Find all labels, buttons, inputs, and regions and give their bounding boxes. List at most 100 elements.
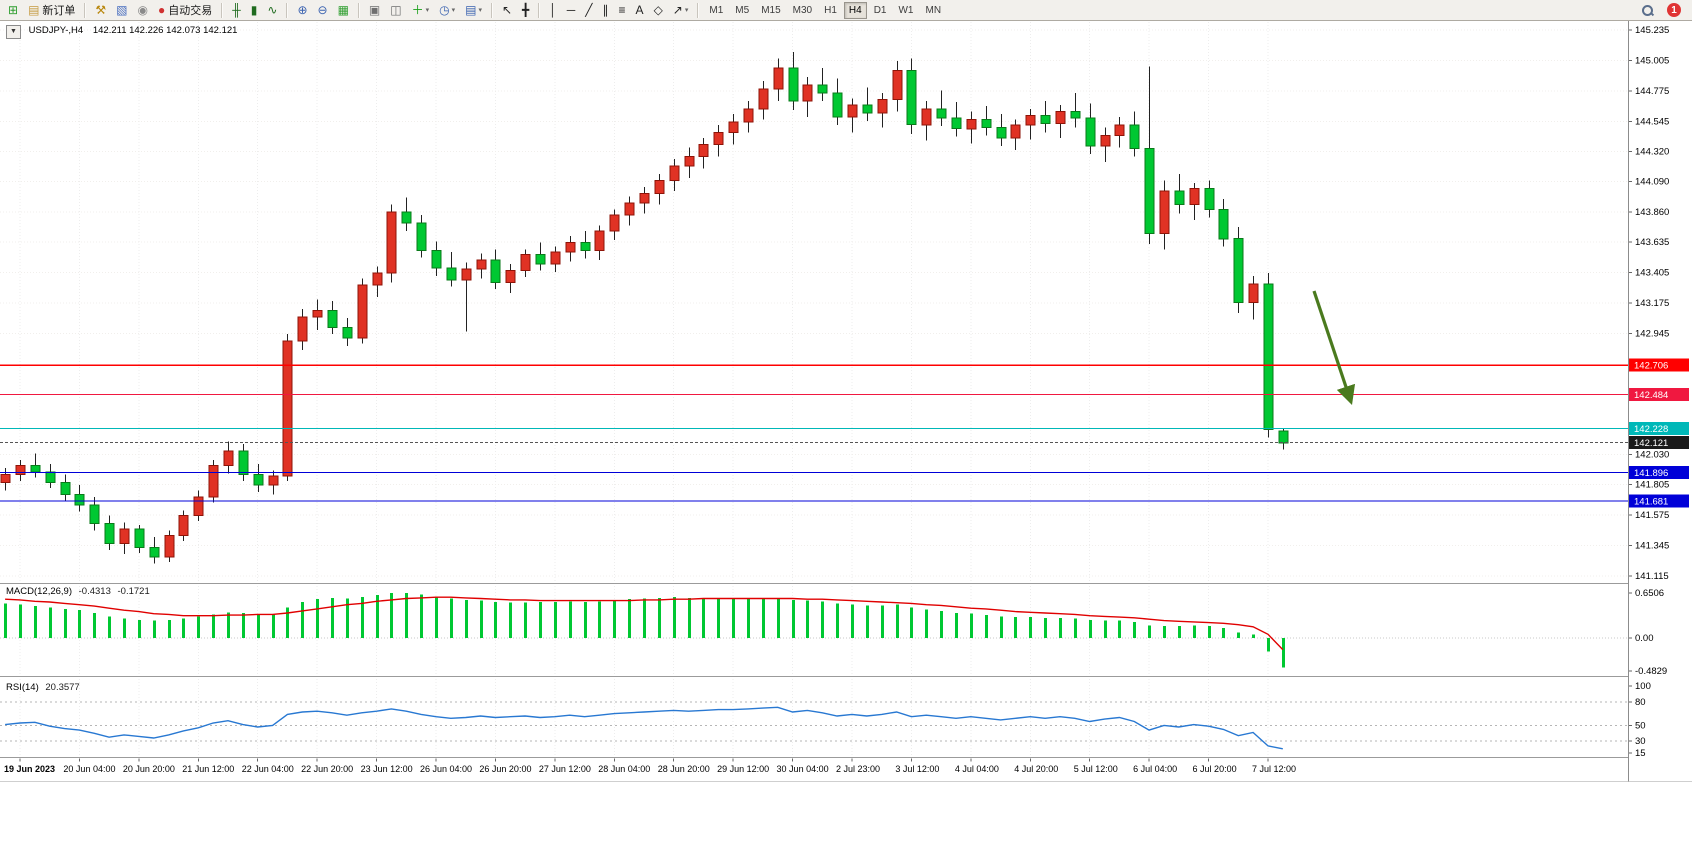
candle-bearish: [1070, 111, 1081, 119]
macd-axis-label: 0.00: [1635, 633, 1654, 644]
candle-bullish: [594, 230, 605, 252]
timeframe-w1-button[interactable]: W1: [898, 4, 914, 16]
new-order-button[interactable]: ▤ 新订单: [24, 1, 79, 20]
price-axis-label: 143.860: [1635, 207, 1669, 218]
crosshair-icon: ╋: [522, 2, 530, 17]
arrange-windows-button[interactable]: ▣: [365, 1, 384, 20]
timeframe-d1-button[interactable]: D1: [873, 4, 887, 16]
candle-bearish: [74, 494, 85, 506]
candle-bearish: [490, 259, 501, 283]
bar-chart-mode-button[interactable]: ╫: [228, 1, 245, 20]
strategy-tester-button[interactable]: ⚒: [91, 1, 110, 20]
fibonacci-icon: ≡: [618, 2, 626, 17]
cursor-button[interactable]: ↖: [498, 1, 516, 20]
templates-button[interactable]: ▤ ▾: [461, 1, 486, 20]
timeframe-m1-button[interactable]: M1: [709, 4, 724, 16]
time-axis-label: 23 Jun 12:00: [361, 764, 413, 774]
autotrading-button[interactable]: ● 自动交易: [154, 1, 216, 20]
candle-bullish: [505, 270, 516, 283]
price-axis-label: 144.090: [1635, 177, 1669, 188]
annotation-arrow[interactable]: [1312, 290, 1356, 406]
price-axis-label: 143.405: [1635, 268, 1669, 279]
candle-bearish: [89, 504, 100, 525]
cascade-windows-icon: ◫: [390, 2, 402, 17]
shapes-button[interactable]: ◇: [650, 1, 667, 20]
price-tag-label: 141.681: [1634, 496, 1668, 507]
vertical-line-icon: │: [549, 2, 557, 17]
candle-bearish: [981, 119, 992, 128]
candle-bullish: [386, 211, 397, 274]
cursor-icon: ↖: [501, 2, 513, 17]
timeframe-mn-button[interactable]: MN: [925, 4, 942, 16]
candle-bullish: [654, 179, 665, 195]
price-axis-label: 145.235: [1635, 25, 1669, 36]
fibonacci-button[interactable]: ≡: [615, 1, 630, 20]
equidistant-channel-button[interactable]: ∥: [599, 1, 613, 20]
crosshair-button[interactable]: ╋: [518, 1, 533, 20]
candle-bullish: [520, 254, 531, 272]
text-button[interactable]: A: [632, 1, 648, 20]
periods-button[interactable]: ◷ ▾: [435, 1, 459, 20]
profiles-icon: ▧: [116, 2, 128, 17]
vertical-line-button[interactable]: │: [545, 1, 561, 20]
autotrading-icon: ●: [158, 2, 166, 17]
line-chart-mode-button[interactable]: ∿: [263, 1, 281, 20]
candle-bearish: [1263, 283, 1274, 431]
horizontal-line-button[interactable]: ─: [563, 1, 580, 20]
notifications-badge[interactable]: 1: [1667, 3, 1681, 17]
time-axis-label: 28 Jun 04:00: [598, 764, 650, 774]
price-axis-label: 141.805: [1635, 480, 1669, 491]
price-axis-label: 144.545: [1635, 116, 1669, 127]
zoom-in-button[interactable]: ⊕: [293, 1, 311, 20]
timeframe-m15-button[interactable]: M15: [761, 4, 781, 16]
candle-bearish: [936, 108, 947, 119]
timeframe-m5-button[interactable]: M5: [735, 4, 750, 16]
cascade-windows-button[interactable]: ◫: [386, 1, 405, 20]
time-axis-label: 28 Jun 20:00: [658, 764, 710, 774]
trendline-button[interactable]: ╱: [581, 1, 596, 20]
candle-bearish: [1174, 190, 1185, 205]
candlestick-mode-button[interactable]: ▮: [247, 1, 262, 20]
time-axis-label: 21 Jun 12:00: [182, 764, 234, 774]
candle-bearish: [401, 211, 412, 224]
candle-bullish: [208, 464, 219, 498]
candle-bullish: [119, 528, 130, 545]
timeframe-h4-button[interactable]: H4: [843, 1, 867, 19]
price-tag-label: 142.484: [1634, 390, 1668, 401]
dropdown-arrow-icon: ▾: [425, 6, 430, 14]
indicators-button[interactable]: ＋ ▾: [408, 1, 434, 20]
toolbar-separator: [84, 2, 87, 18]
search-button[interactable]: [1635, 1, 1660, 20]
candle-bullish: [282, 340, 293, 477]
time-axis-label: 20 Jun 04:00: [63, 764, 115, 774]
equidistant-channel-icon: ∥: [602, 2, 609, 17]
one-click-trading-button[interactable]: ▼: [6, 25, 21, 39]
trendline-icon: ╱: [585, 2, 593, 17]
timeframe-h1-button[interactable]: H1: [824, 4, 837, 16]
arrange-windows-icon: ▣: [368, 2, 381, 17]
profiles-button[interactable]: ▧: [112, 1, 131, 20]
time-axis-label: 7 Jul 12:00: [1252, 764, 1296, 774]
time-axis-label: 19 Jun 2023: [4, 764, 55, 774]
price-tag-label: 141.896: [1634, 468, 1668, 479]
timeframe-m30-button[interactable]: M30: [792, 4, 813, 16]
community-button[interactable]: ◉: [134, 1, 152, 20]
new-chart-button[interactable]: ⊞: [4, 1, 22, 20]
time-axis-label: 2 Jul 23:00: [836, 764, 880, 774]
arrows-tool-icon: ↗: [672, 2, 683, 17]
bar-chart-mode-icon: ╫: [232, 2, 241, 17]
time-axis-label: 4 Jul 04:00: [955, 764, 999, 774]
time-axis-label: 30 Jun 04:00: [777, 764, 829, 774]
zoom-out-button[interactable]: ⊖: [314, 1, 332, 20]
candle-bearish: [238, 450, 249, 476]
candle-bullish: [476, 259, 487, 270]
candle-bearish: [996, 126, 1007, 139]
rsi-axis-label: 100: [1635, 681, 1651, 692]
candle-bearish: [535, 254, 546, 265]
tile-windows-button[interactable]: ▦: [334, 1, 353, 20]
rsi-readout: RSI(14) 20.3577: [6, 682, 80, 693]
arrows-tool-button[interactable]: ↗ ▾: [669, 1, 693, 20]
toolbar-separator: [538, 2, 541, 18]
